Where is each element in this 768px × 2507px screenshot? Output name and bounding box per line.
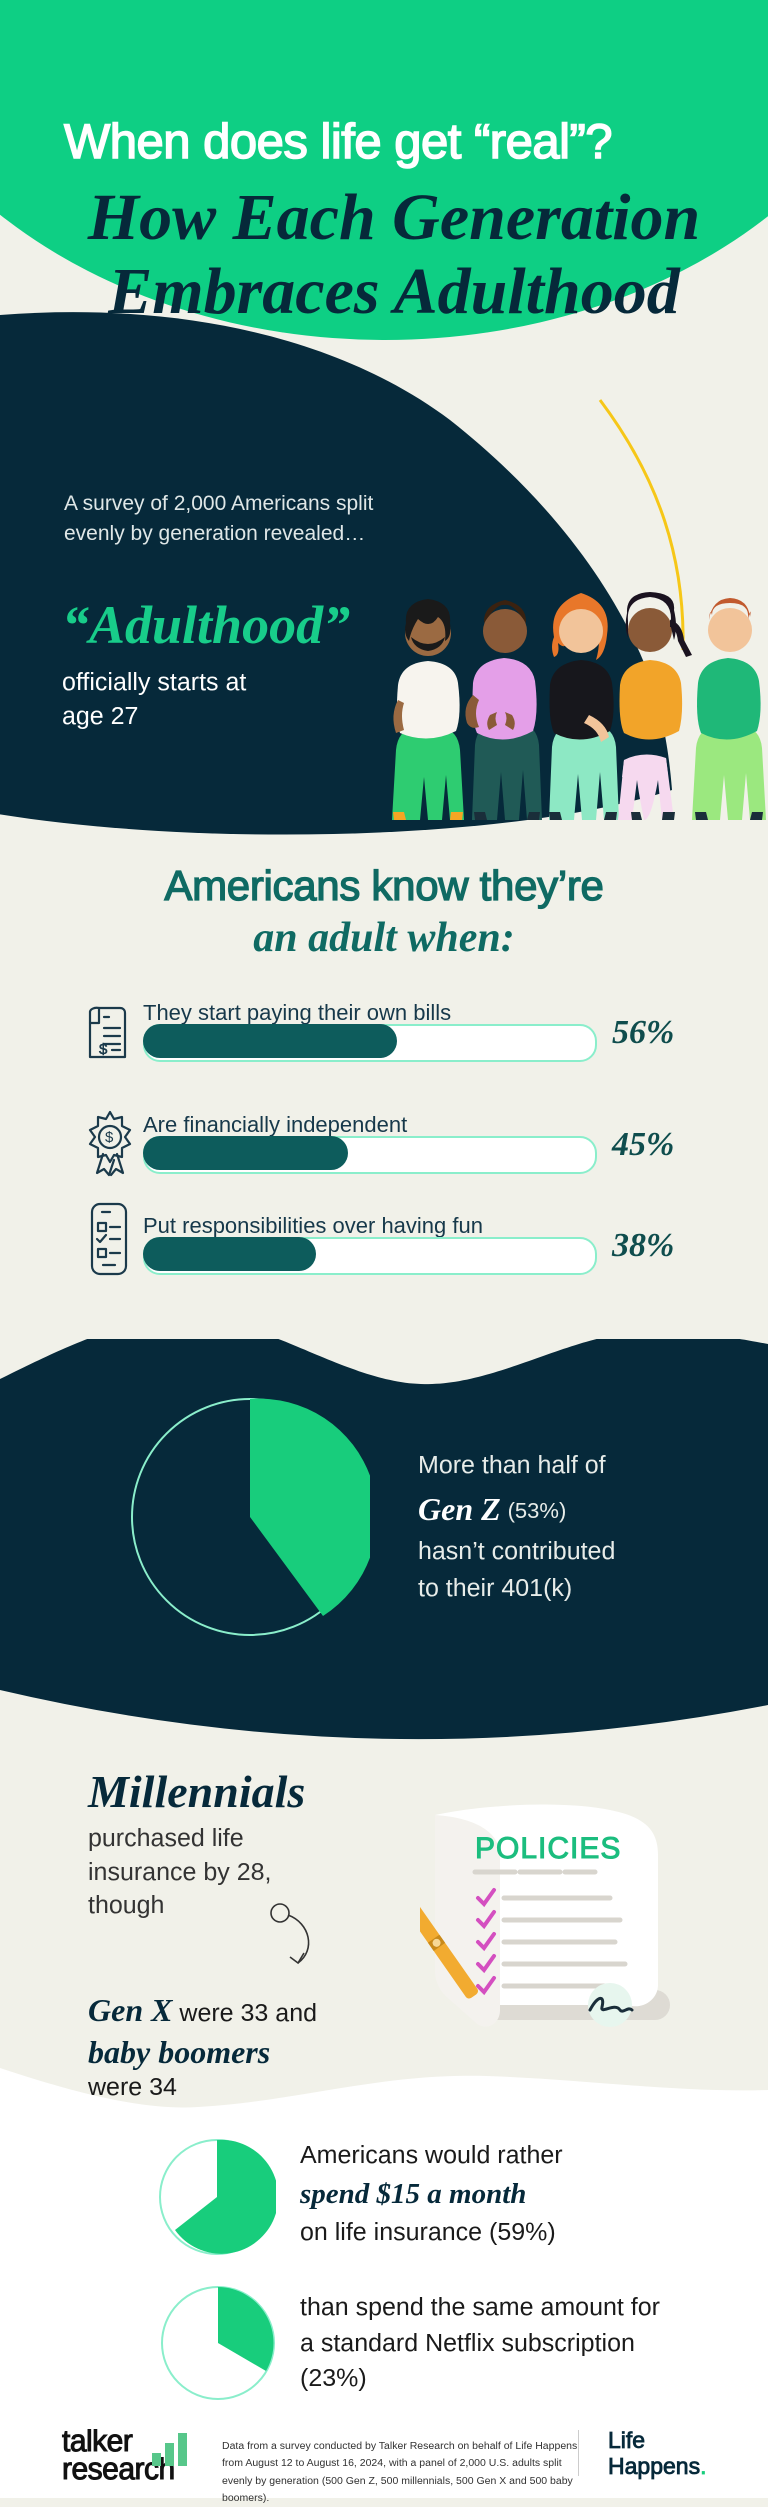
svg-text:$: $ xyxy=(98,1041,108,1058)
svg-text:POLICIES: POLICIES xyxy=(475,1832,621,1865)
svg-text:$: $ xyxy=(105,1129,114,1146)
